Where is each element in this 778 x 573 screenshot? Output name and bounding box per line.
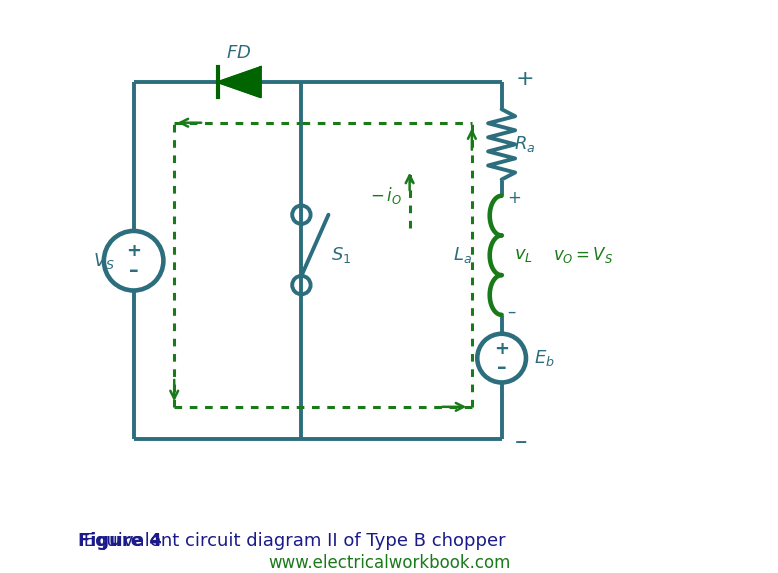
- Text: $V_S$: $V_S$: [93, 251, 115, 270]
- Text: –: –: [515, 430, 527, 454]
- Text: –: –: [129, 261, 138, 280]
- Polygon shape: [218, 67, 261, 97]
- Text: +: +: [494, 340, 509, 358]
- Text: $R_a$: $R_a$: [513, 134, 535, 154]
- Text: $v_L$: $v_L$: [513, 246, 532, 264]
- Text: www.electricalworkbook.com: www.electricalworkbook.com: [268, 554, 510, 572]
- Text: $- \,i_O$: $- \,i_O$: [370, 185, 401, 206]
- Text: +: +: [126, 242, 141, 260]
- Text: +: +: [515, 69, 534, 89]
- Text: Equivalent circuit diagram II of Type B chopper: Equivalent circuit diagram II of Type B …: [78, 532, 506, 551]
- Text: –: –: [507, 303, 515, 321]
- Text: Figure 4: Figure 4: [78, 532, 162, 551]
- Text: $L_a$: $L_a$: [453, 245, 472, 265]
- Text: +: +: [507, 190, 521, 207]
- Text: –: –: [497, 358, 506, 377]
- Text: $v_O = V_S$: $v_O = V_S$: [553, 245, 613, 265]
- Text: $S_1$: $S_1$: [331, 245, 352, 265]
- Text: $FD$: $FD$: [226, 44, 252, 61]
- Text: $E_b$: $E_b$: [534, 348, 555, 368]
